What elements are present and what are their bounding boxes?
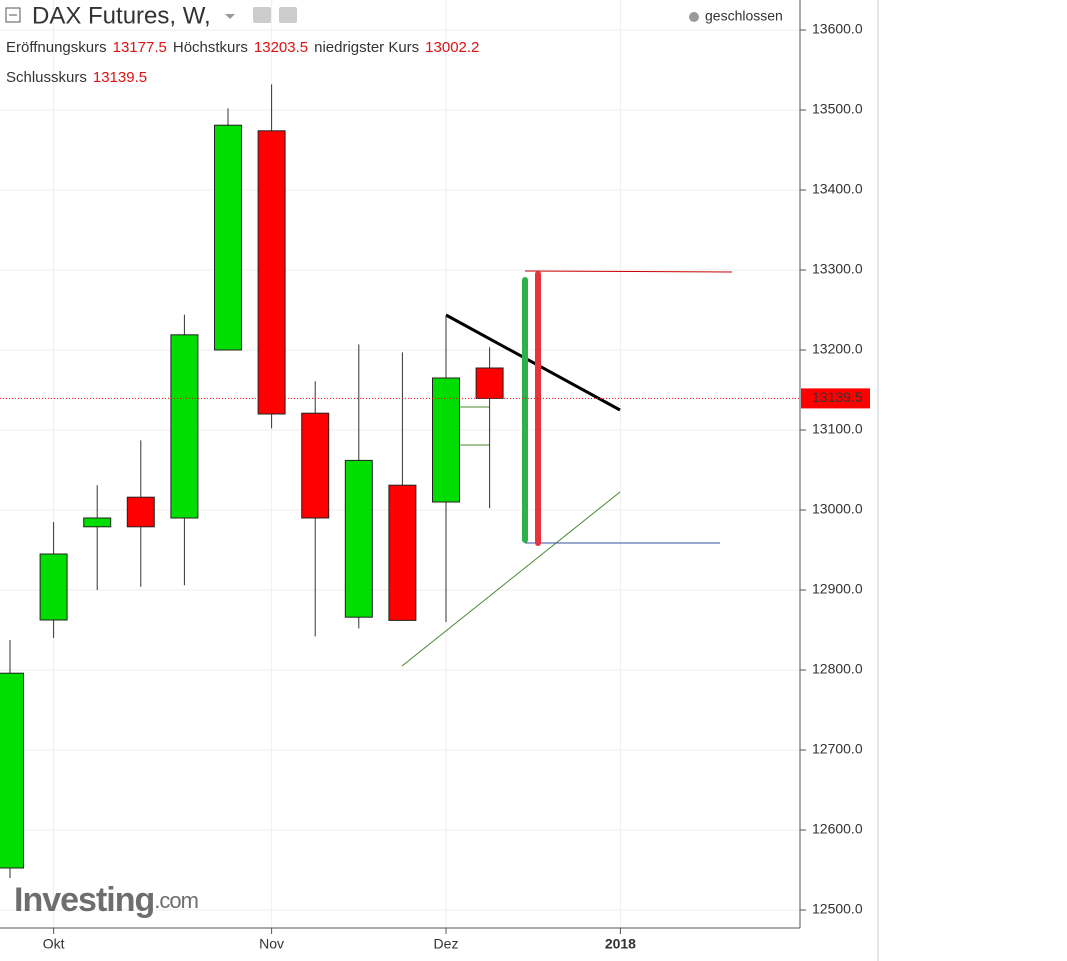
ohlc-legend: Schlusskurs 13139.5: [6, 69, 147, 86]
candle-body: [257, 130, 286, 415]
candle-body: [432, 377, 460, 503]
horizontal-line: [524, 270, 733, 273]
y-tick-label: 13400.0: [812, 181, 863, 197]
trend-line: [445, 313, 621, 412]
candle-body: [170, 334, 199, 519]
y-tick-label: 13100.0: [812, 421, 863, 437]
chart-title: DAX Futures, W,: [32, 2, 211, 29]
value: 13139.5: [93, 69, 147, 86]
candle-body: [126, 496, 155, 528]
candle-body: [475, 367, 504, 399]
y-tick-label: 13500.0: [812, 101, 863, 117]
candle-body: [83, 517, 112, 528]
value: 13002.2: [425, 39, 479, 56]
label: Eröffnungskurs: [6, 39, 107, 56]
value: 13203.5: [254, 39, 308, 56]
x-tick-label: Dez: [434, 936, 459, 952]
collapse-icon[interactable]: [5, 7, 21, 23]
y-tick-label: 13000.0: [812, 501, 863, 517]
y-tick-label: 13600.0: [812, 21, 863, 37]
dropdown-icon[interactable]: [225, 14, 235, 19]
y-tick-label: 13200.0: [812, 341, 863, 357]
candle-body: [39, 553, 68, 621]
watermark: Investing.com: [14, 881, 198, 919]
candle-body: [0, 672, 24, 869]
label: niedrigster Kurs: [314, 39, 419, 56]
candle-body: [388, 484, 417, 621]
candles: [0, 84, 504, 878]
y-tick-label: 13300.0: [812, 261, 863, 277]
eye-icon[interactable]: [253, 7, 271, 23]
y-tick-label: 12500.0: [812, 901, 863, 917]
price-label: 13139.5: [812, 389, 863, 405]
brand: Investing: [14, 881, 154, 919]
y-tick-label: 12700.0: [812, 741, 863, 757]
x-tick-label: Nov: [259, 936, 284, 952]
status: geschlossen: [705, 8, 783, 24]
y-tick-label: 12900.0: [812, 581, 863, 597]
candle-body: [301, 412, 330, 519]
x-tick-label: Okt: [43, 936, 65, 952]
y-tick-label: 12800.0: [812, 661, 863, 677]
brand-suffix: .com: [154, 888, 198, 913]
ohlc-legend: Eröffnungskurs 13177.5 Höchstkurs 13203.5 ni…: [6, 39, 479, 56]
status-dot: [689, 12, 699, 22]
label: Höchstkurs: [173, 39, 248, 56]
grid: [0, 0, 800, 928]
settings-icon[interactable]: [279, 7, 297, 23]
candle-body: [344, 459, 373, 618]
price-label-bg: [801, 388, 870, 409]
label: Schlusskurs: [6, 69, 87, 86]
y-tick-label: 12600.0: [812, 821, 863, 837]
x-tick-label: 2018: [605, 936, 636, 952]
value: 13177.5: [113, 39, 167, 56]
trend-line: [401, 491, 621, 667]
candle-body: [214, 124, 242, 351]
